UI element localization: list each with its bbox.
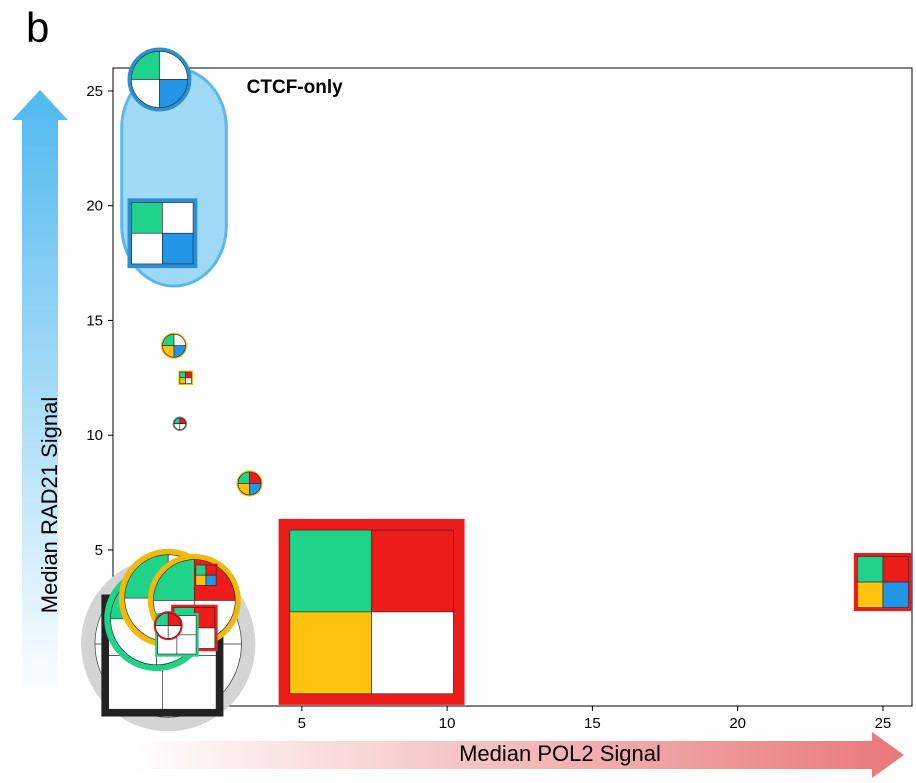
x-axis-label: Median POL2 Signal: [459, 741, 661, 766]
data-point-circle: [153, 611, 183, 641]
panel-label: b: [26, 4, 50, 51]
data-point-square: [127, 198, 198, 269]
y-tick-label: 20: [86, 198, 103, 215]
plot-frame: [112, 67, 913, 707]
data-point-circle: [127, 47, 192, 112]
x-tick-label: 5: [298, 715, 306, 732]
y-axis-label-arrow: Median RAD21 Signal: [10, 90, 70, 700]
y-tick-label: 10: [86, 427, 103, 444]
x-tick-label: 20: [729, 715, 746, 732]
y-tick-label: 5: [95, 542, 103, 559]
y-tick-label: 25: [86, 83, 103, 100]
data-point-square: [194, 563, 218, 587]
x-tick-label: 15: [584, 715, 601, 732]
x-tick-label: 25: [875, 715, 892, 732]
y-axis-gradient-arrow: [12, 90, 68, 700]
data-point-square: [853, 553, 912, 612]
x-axis-gradient-arrow: [130, 732, 904, 778]
y-tick-label: 15: [86, 312, 103, 329]
x-axis-label-arrow: Median POL2 Signal: [130, 732, 906, 778]
data-point-square: [278, 518, 465, 705]
x-tick-label: 10: [439, 715, 456, 732]
data-point-circle: [160, 332, 188, 359]
ctcf-only-annotation: CTCF-only: [247, 77, 343, 98]
data-point-circle: [172, 416, 188, 431]
data-point-circle: [236, 470, 263, 497]
data-point-square: [178, 370, 193, 386]
